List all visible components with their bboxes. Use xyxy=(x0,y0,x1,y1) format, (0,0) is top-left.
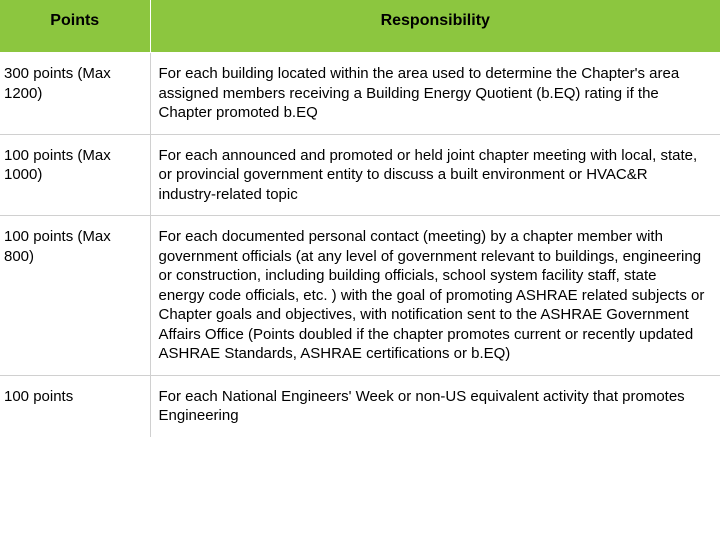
cell-responsibility: For each announced and promoted or held … xyxy=(150,134,720,216)
cell-points: 100 points (Max 800) xyxy=(0,216,150,376)
cell-responsibility: For each building located within the are… xyxy=(150,53,720,135)
cell-points: 100 points xyxy=(0,375,150,437)
cell-responsibility: For each National Engineers' Week or non… xyxy=(150,375,720,437)
cell-points: 100 points (Max 1000) xyxy=(0,134,150,216)
cell-responsibility: For each documented personal contact (me… xyxy=(150,216,720,376)
table-row: 100 points (Max 1000) For each announced… xyxy=(0,134,720,216)
table-row: 100 points For each National Engineers' … xyxy=(0,375,720,437)
table-row: 300 points (Max 1200) For each building … xyxy=(0,53,720,135)
table-header-row: Points Responsibility xyxy=(0,0,720,53)
points-responsibility-table: Points Responsibility 300 points (Max 12… xyxy=(0,0,720,437)
header-responsibility: Responsibility xyxy=(150,0,720,53)
cell-points: 300 points (Max 1200) xyxy=(0,53,150,135)
header-points: Points xyxy=(0,0,150,53)
table-row: 100 points (Max 800) For each documented… xyxy=(0,216,720,376)
